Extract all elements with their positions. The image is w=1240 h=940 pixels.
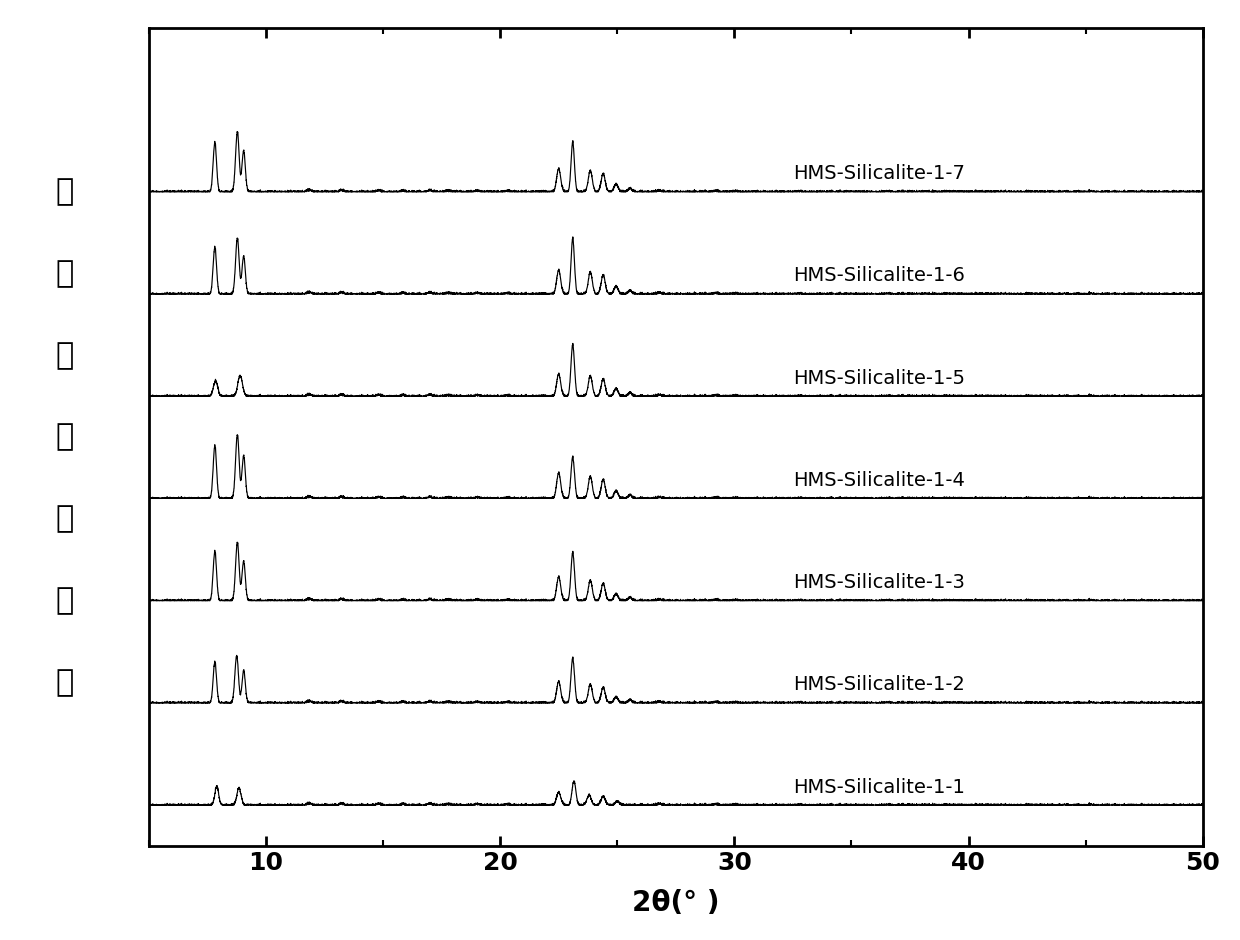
Text: 相: 相	[56, 423, 73, 451]
Text: 射: 射	[56, 259, 73, 288]
Text: HMS-Silicalite-1-7: HMS-Silicalite-1-7	[792, 164, 965, 183]
Text: HMS-Silicalite-1-2: HMS-Silicalite-1-2	[792, 676, 965, 695]
Text: HMS-Silicalite-1-1: HMS-Silicalite-1-1	[792, 777, 965, 796]
Text: 度: 度	[56, 668, 73, 697]
X-axis label: 2θ(° ): 2θ(° )	[632, 888, 719, 916]
Text: 折: 折	[56, 178, 73, 206]
Text: 强: 强	[56, 587, 73, 615]
Text: 对: 对	[56, 505, 73, 533]
Text: HMS-Silicalite-1-5: HMS-Silicalite-1-5	[792, 368, 965, 387]
Text: HMS-Silicalite-1-6: HMS-Silicalite-1-6	[792, 267, 965, 286]
Text: HMS-Silicalite-1-4: HMS-Silicalite-1-4	[792, 471, 965, 490]
Text: 峰: 峰	[56, 341, 73, 369]
Text: HMS-Silicalite-1-3: HMS-Silicalite-1-3	[792, 573, 965, 592]
